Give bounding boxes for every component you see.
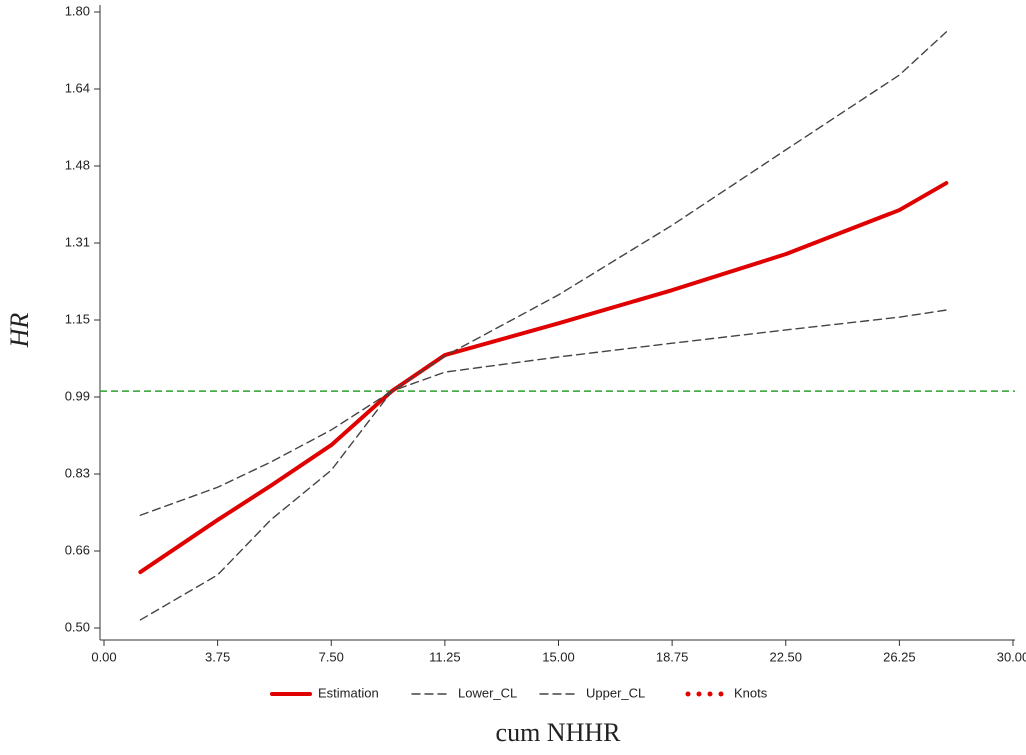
x-tick-label: 30.00 [997,649,1026,664]
series-line [139,309,948,621]
series-line [139,31,948,516]
legend-label: Lower_CL [458,685,517,700]
y-tick-label: 1.80 [65,3,90,18]
x-tick-label: 7.50 [319,649,344,664]
x-tick-label: 18.75 [656,649,689,664]
x-tick-label: 11.25 [429,649,461,664]
y-tick-label: 0.99 [65,388,90,403]
y-tick-label: 0.83 [65,465,90,480]
legend-label: Estimation [318,685,379,700]
x-tick-label: 3.75 [205,649,230,664]
y-tick-label: 1.15 [65,311,90,326]
y-tick-label: 1.48 [65,157,90,172]
x-tick-label: 0.00 [91,649,116,664]
y-tick-label: 1.64 [65,80,90,95]
y-tick-label: 1.31 [65,234,90,249]
legend-label: Upper_CL [586,685,645,700]
y-axis-title: HR [5,313,34,349]
series-line [138,181,949,575]
y-tick-label: 0.66 [65,542,90,557]
x-axis-title: cum NHHR [496,718,622,747]
legend-label: Knots [734,685,768,700]
x-tick-label: 15.00 [542,649,575,664]
y-tick-label: 0.50 [65,619,90,634]
x-tick-label: 22.50 [769,649,802,664]
x-tick-label: 26.25 [883,649,916,664]
